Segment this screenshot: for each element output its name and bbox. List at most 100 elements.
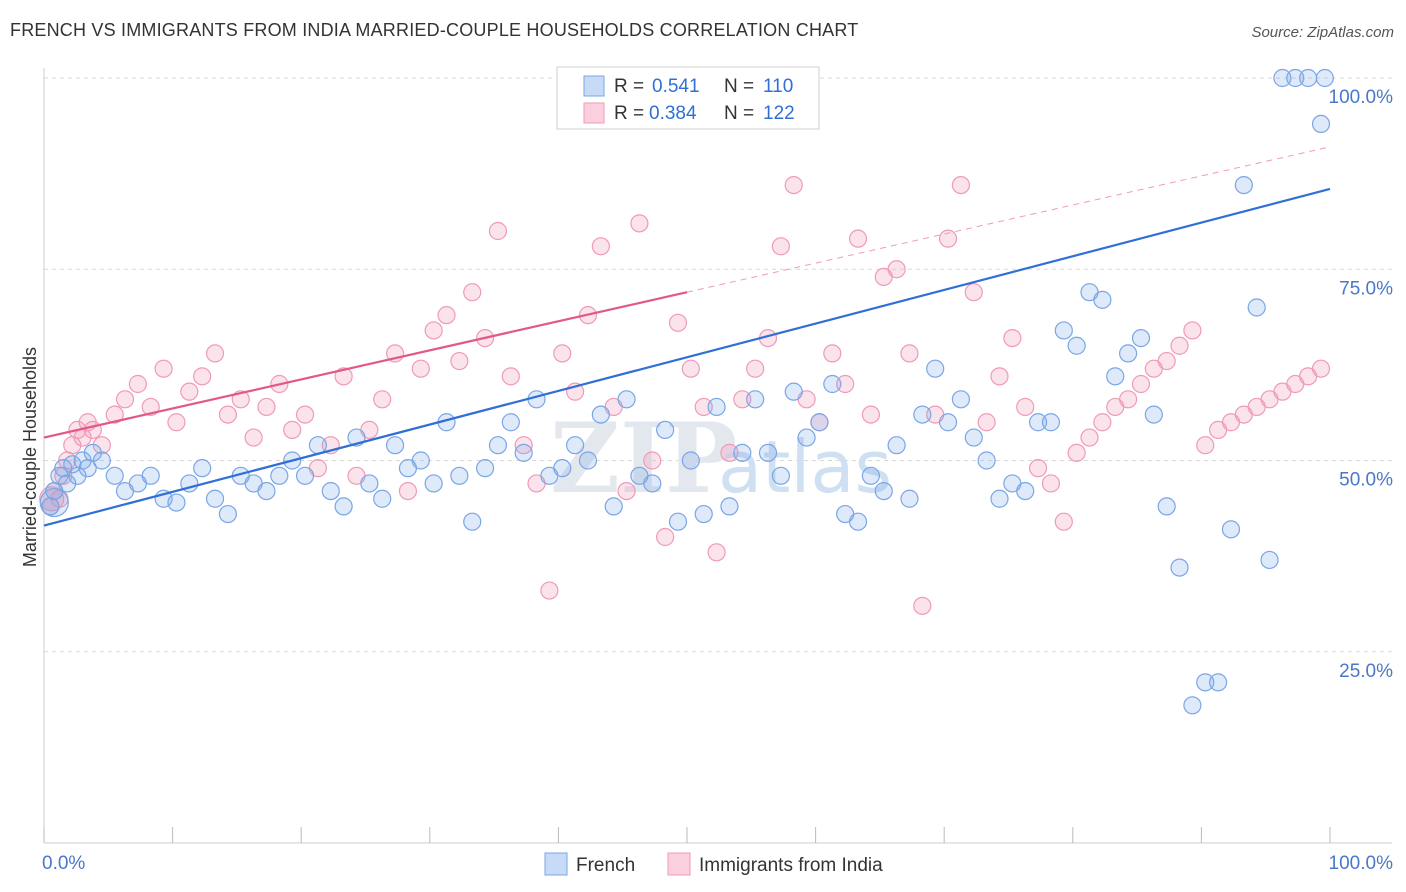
french-point xyxy=(720,497,739,516)
india-point xyxy=(154,359,173,378)
india-point xyxy=(205,344,225,363)
india-point xyxy=(295,405,315,424)
india-point xyxy=(990,367,1009,386)
french-point xyxy=(810,413,829,432)
french-point xyxy=(553,459,572,478)
india-point xyxy=(128,374,147,394)
french-point xyxy=(733,443,752,462)
french-point xyxy=(1183,696,1202,715)
french-point xyxy=(488,436,508,455)
trend-lines xyxy=(43,146,1331,527)
india-point xyxy=(167,413,186,432)
french-point xyxy=(1041,413,1061,432)
french-point xyxy=(578,451,598,470)
french-point xyxy=(501,413,520,432)
india-point xyxy=(83,420,102,439)
india-point xyxy=(553,344,572,363)
india-point xyxy=(938,229,958,248)
india-point xyxy=(398,482,418,501)
y-tick-label: 100.0% xyxy=(1329,87,1394,108)
french-point xyxy=(334,497,353,516)
india-point xyxy=(823,344,842,363)
french-point xyxy=(1118,344,1138,363)
legend-french-r-label: R = xyxy=(614,76,644,97)
y-tick-label: 25.0% xyxy=(1339,661,1393,682)
india-point xyxy=(450,351,469,371)
india-point xyxy=(1183,321,1202,340)
french-point xyxy=(1286,68,1305,88)
french-point xyxy=(566,436,585,455)
french-point xyxy=(1093,290,1112,309)
india-point xyxy=(501,367,520,386)
french-point xyxy=(643,474,662,493)
french-point xyxy=(887,436,906,455)
french-point xyxy=(694,504,713,524)
series-french-points xyxy=(39,68,1334,715)
french-point xyxy=(39,487,69,518)
india-point xyxy=(1131,374,1151,394)
french-point xyxy=(797,428,816,447)
french-point xyxy=(1106,367,1125,386)
india-trend-line-extension xyxy=(686,146,1331,293)
legend-french-r-value: 0.541 xyxy=(652,76,700,97)
india-point xyxy=(861,405,880,424)
legend-india-r-label: R = xyxy=(614,103,644,124)
india-point xyxy=(1311,359,1331,378)
india-point xyxy=(887,260,906,279)
french-point xyxy=(1234,176,1253,195)
india-point xyxy=(643,451,662,470)
french-point xyxy=(105,466,124,485)
french-point xyxy=(900,489,919,508)
y-tick-label: 50.0% xyxy=(1339,470,1393,491)
legend-bottom-french-label: French xyxy=(576,855,635,876)
series-india-points xyxy=(39,176,1331,615)
india-point xyxy=(977,413,996,432)
india-point xyxy=(591,237,610,256)
french-point xyxy=(758,443,778,462)
india-point xyxy=(913,596,932,615)
french-point xyxy=(1170,558,1189,577)
india-point xyxy=(836,374,855,394)
legend-india-r-value: 0.384 xyxy=(649,103,697,124)
french-point xyxy=(360,474,379,493)
french-point xyxy=(475,459,495,478)
india-point xyxy=(180,382,199,401)
india-point xyxy=(668,313,688,332)
french-point xyxy=(771,466,790,485)
french-point xyxy=(1067,336,1086,355)
india-point xyxy=(630,214,649,233)
y-axis-title: Married-couple Households xyxy=(20,347,40,567)
legend-french-n-value: 110 xyxy=(763,76,793,97)
india-point xyxy=(115,390,135,409)
french-point xyxy=(167,493,186,512)
french-point xyxy=(938,413,958,432)
french-trend-line xyxy=(43,187,1331,527)
french-point xyxy=(270,466,289,485)
french-point xyxy=(1016,482,1035,501)
french-point xyxy=(1221,520,1241,539)
india-point xyxy=(733,390,752,409)
india-point xyxy=(411,359,430,378)
india-point xyxy=(848,229,868,248)
french-point xyxy=(54,459,73,478)
french-point xyxy=(926,359,945,378)
french-point xyxy=(861,466,880,485)
french-point xyxy=(913,405,932,424)
french-point xyxy=(92,451,111,470)
french-point xyxy=(295,466,315,485)
india-point xyxy=(707,543,726,562)
french-point xyxy=(591,405,610,424)
french-point xyxy=(424,474,443,493)
y-tick-label: 75.0% xyxy=(1339,278,1393,299)
x-tick-label: 0.0% xyxy=(42,853,85,874)
india-point xyxy=(1067,443,1086,462)
french-point xyxy=(848,512,868,531)
india-point xyxy=(694,397,713,417)
india-point xyxy=(514,436,533,455)
x-tick-labels: 0.0% 100.0% xyxy=(42,853,1393,874)
legend-bottom-india-label: Immigrants from India xyxy=(699,855,883,876)
french-point xyxy=(1131,329,1151,348)
india-point xyxy=(244,428,263,447)
india-point xyxy=(1170,336,1189,355)
